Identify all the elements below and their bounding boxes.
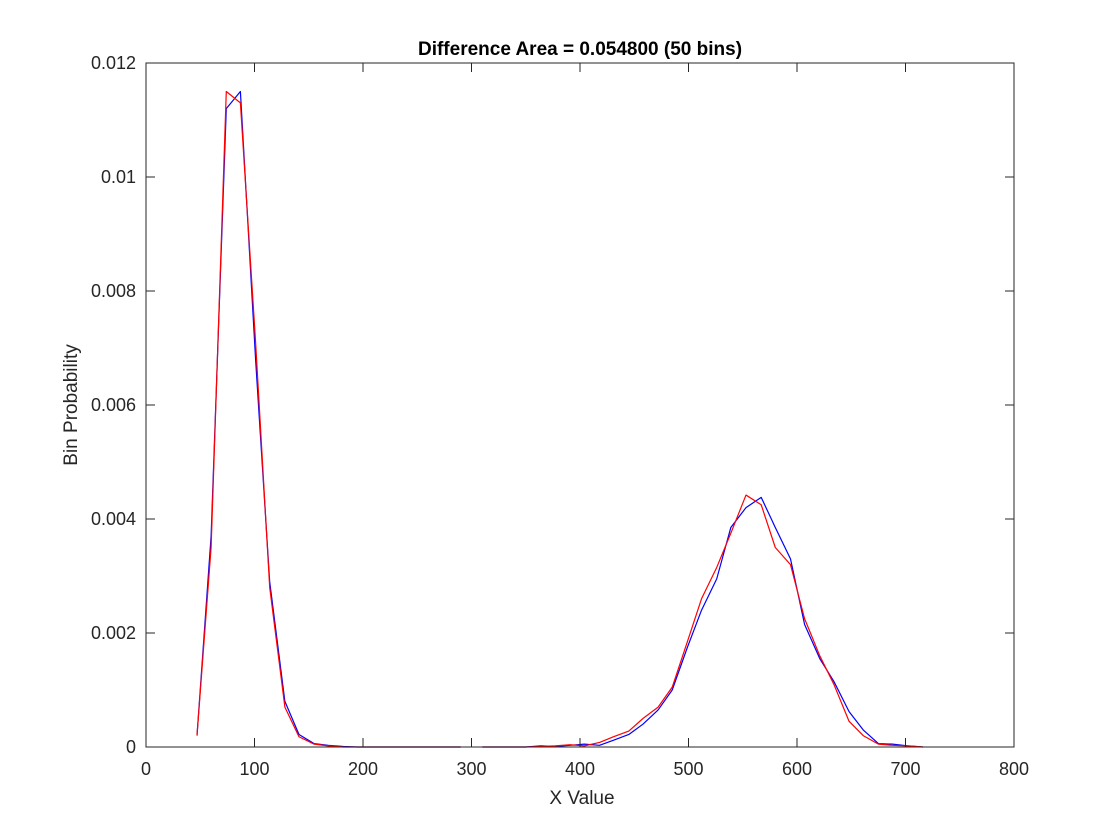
y-tick-label: 0.012 [91, 53, 136, 73]
x-tick-label: 100 [239, 759, 269, 779]
series-line-2-segment-2 [482, 494, 923, 748]
x-tick-label: 200 [348, 759, 378, 779]
y-tick-label: 0.002 [91, 623, 136, 643]
x-tick-label: 400 [565, 759, 595, 779]
x-tick-label: 600 [782, 759, 812, 779]
x-axis-label: X Value [549, 788, 614, 809]
y-tick-label: 0.008 [91, 281, 136, 301]
y-axis-label: Bin Probability [61, 344, 82, 466]
y-tick-labels: 0 0.002 0.004 0.006 0.008 0.01 0.012 [91, 53, 136, 757]
ticks-group [145, 62, 1015, 748]
y-tick-label: 0.004 [91, 509, 136, 529]
y-tick-label: 0.006 [91, 395, 136, 415]
x-tick-label: 500 [673, 759, 703, 779]
chart-title: Difference Area = 0.054800 (50 bins) [418, 39, 742, 60]
x-tick-label: 800 [999, 759, 1029, 779]
x-tick-label: 0 [141, 759, 151, 779]
x-tick-label: 700 [890, 759, 920, 779]
x-tick-label: 300 [456, 759, 486, 779]
x-tick-labels: 0 100 200 300 400 500 600 700 800 [141, 759, 1029, 779]
y-tick-label: 0 [126, 737, 136, 757]
plot-area [146, 63, 1014, 747]
y-tick-label: 0.01 [101, 167, 136, 187]
